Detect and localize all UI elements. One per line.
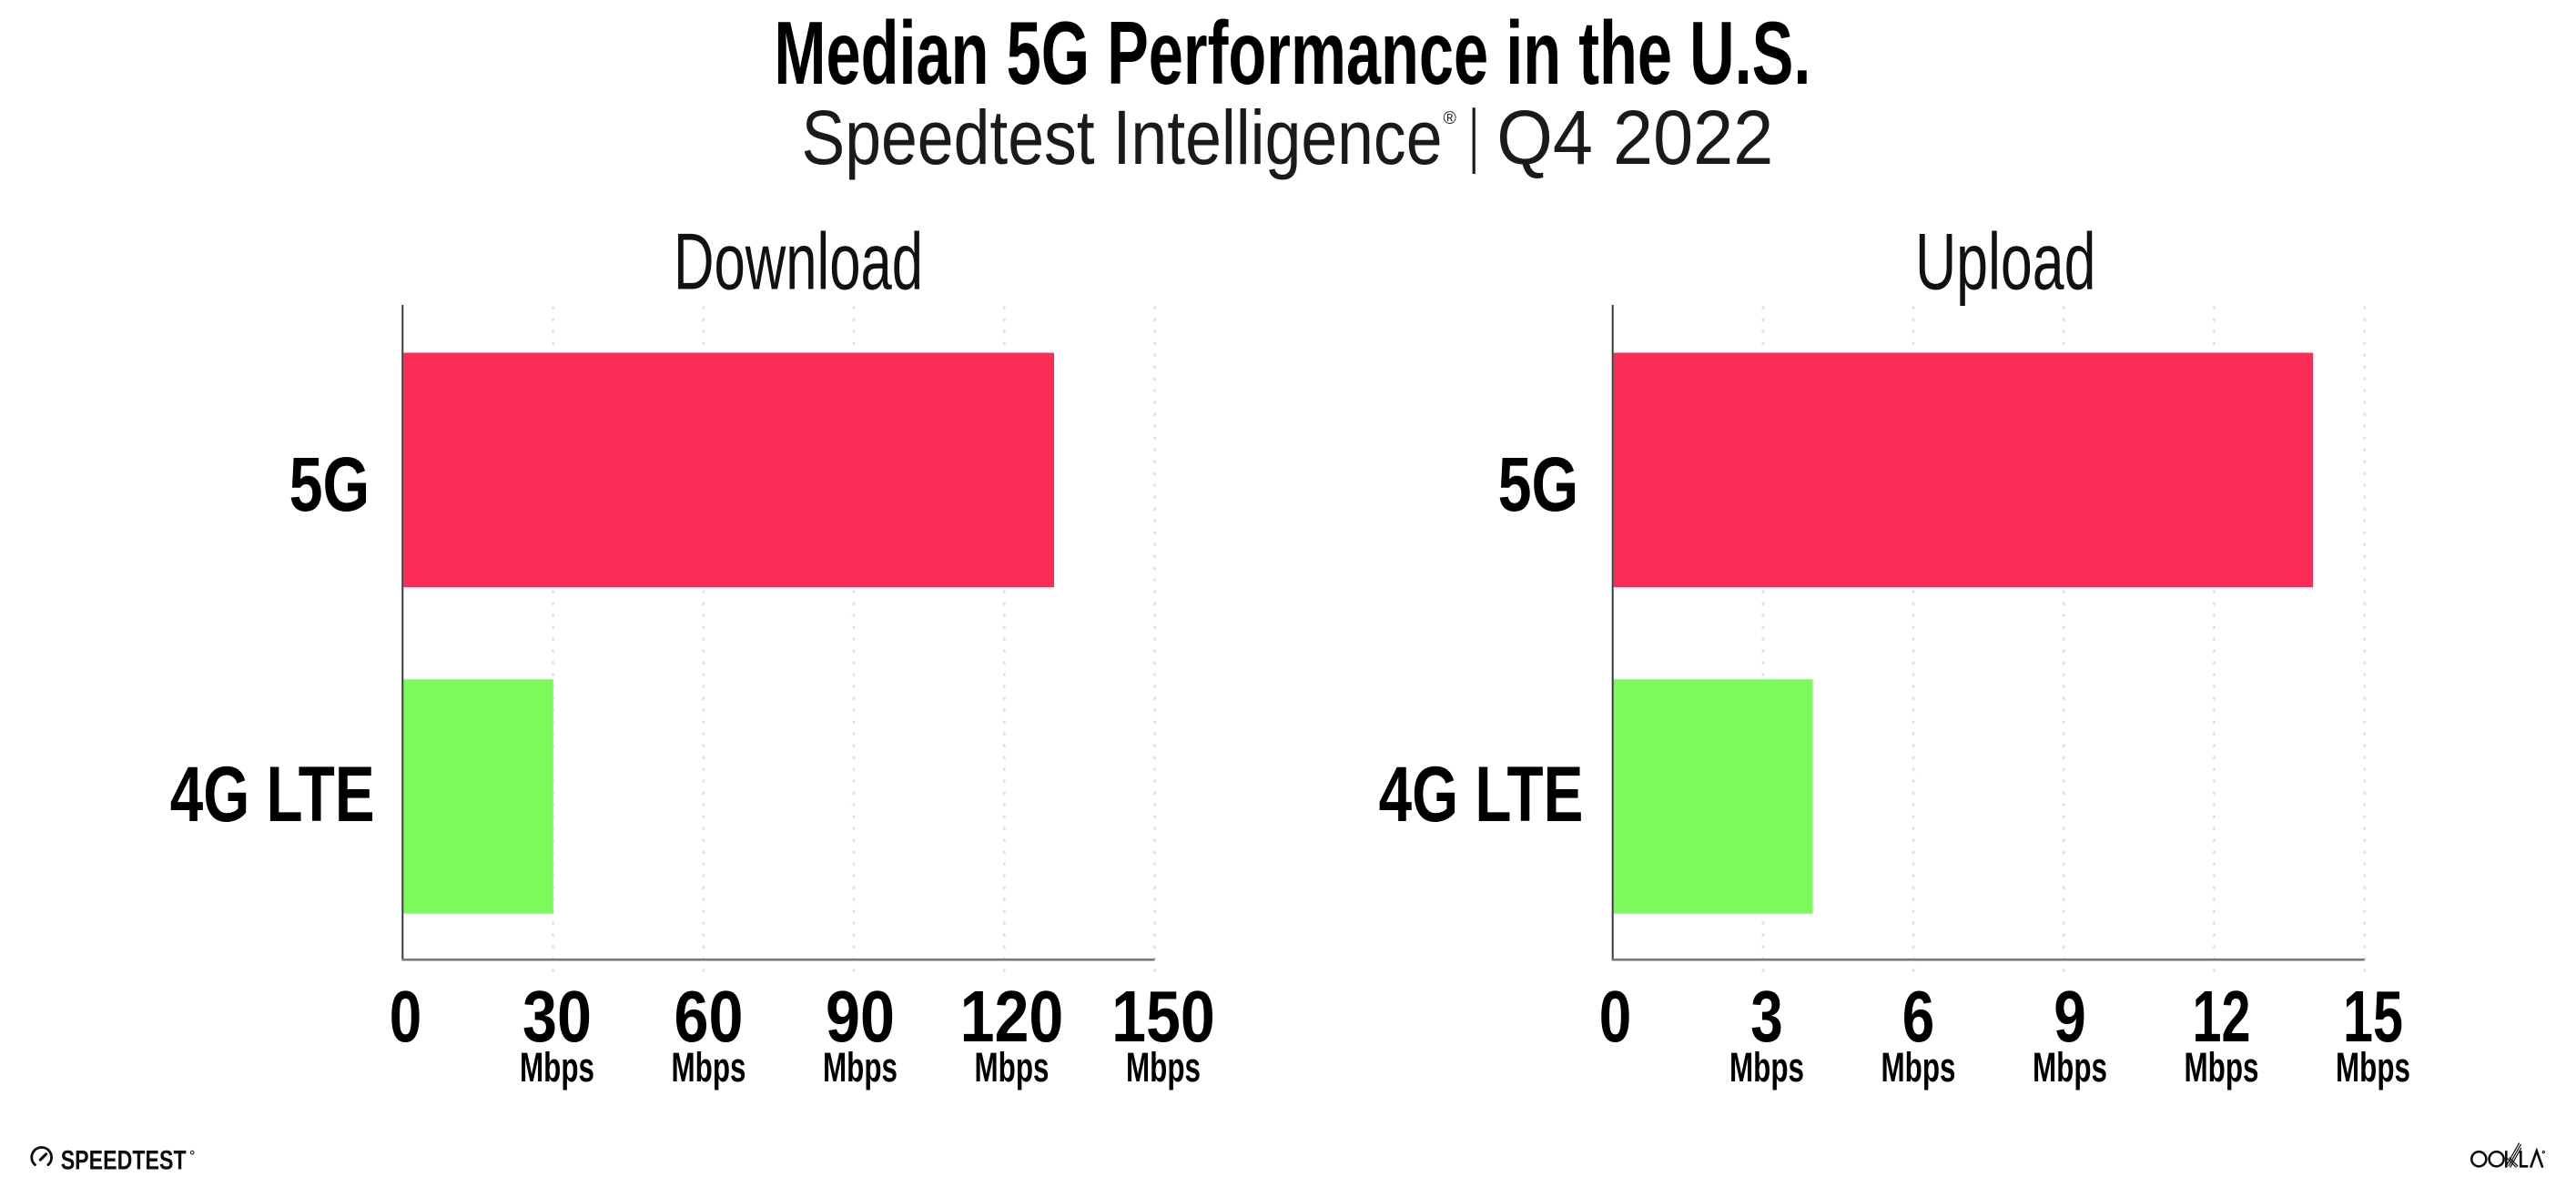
svg-text:5G: 5G [289,441,370,527]
svg-text:3: 3 [1750,976,1783,1057]
svg-text:Mbps: Mbps [1881,1044,1956,1090]
svg-text:120: 120 [960,976,1064,1057]
svg-text:9: 9 [2054,976,2086,1057]
svg-text:0: 0 [1599,976,1632,1057]
svg-text:90: 90 [826,976,895,1057]
svg-text:SPEEDTEST: SPEEDTEST [61,1146,187,1176]
svg-text:4G LTE: 4G LTE [170,751,375,838]
svg-text:Mbps: Mbps [2033,1044,2107,1090]
svg-text:Speedtest Intelligence: Speedtest Intelligence [802,94,1443,180]
svg-text:30: 30 [522,976,592,1057]
svg-text:12: 12 [2193,976,2251,1057]
svg-text:Mbps: Mbps [2336,1044,2410,1090]
svg-text:Median 5G Performance in the U: Median 5G Performance in the U.S. [774,3,1810,103]
svg-text:Mbps: Mbps [975,1044,1050,1090]
svg-text:Mbps: Mbps [1126,1044,1201,1090]
svg-text:60: 60 [674,976,744,1057]
svg-text:5G: 5G [1498,441,1579,527]
svg-text:Upload: Upload [1915,217,2096,307]
svg-text:Mbps: Mbps [520,1044,594,1090]
svg-text:Mbps: Mbps [672,1044,746,1090]
svg-text:Mbps: Mbps [2185,1044,2259,1090]
svg-text:6: 6 [1902,976,1935,1057]
svg-text:4G LTE: 4G LTE [1379,751,1584,838]
svg-text:Q4 2022: Q4 2022 [1496,94,1773,180]
svg-text:Mbps: Mbps [1729,1044,1804,1090]
svg-text:150: 150 [1111,976,1215,1057]
svg-text:15: 15 [2343,976,2403,1057]
svg-text:Mbps: Mbps [823,1044,898,1090]
svg-text:0: 0 [390,976,422,1057]
svg-text:Download: Download [674,217,923,307]
svg-text:®: ® [1444,108,1457,128]
